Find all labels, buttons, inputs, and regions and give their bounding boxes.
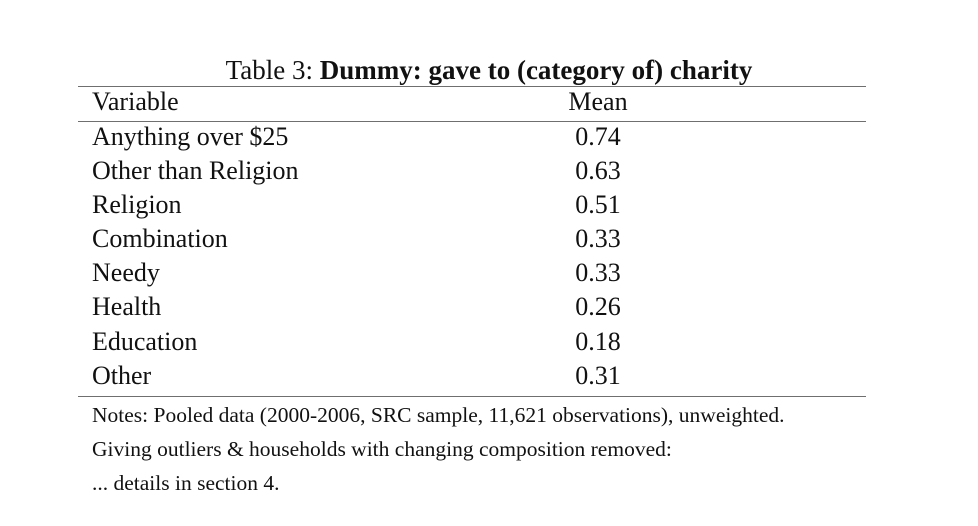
table-row: Other 0.31 — [78, 359, 866, 393]
table-row: Health 0.26 — [78, 290, 866, 324]
row-mean: 0.31 — [575, 361, 621, 390]
table-row: Anything over $25 0.74 — [78, 120, 866, 154]
notes-line: Notes: Pooled data (2000-2006, SRC sampl… — [92, 403, 785, 427]
row-mean: 0.74 — [575, 122, 621, 151]
table-header-row: Variable Mean — [78, 85, 866, 119]
top-rule — [78, 86, 866, 87]
row-mean: 0.33 — [575, 224, 621, 253]
notes-line: ... details in section 4. — [92, 471, 280, 495]
bottom-rule — [78, 396, 866, 397]
table-row: Needy 0.33 — [78, 256, 866, 290]
row-variable: Other than Religion — [92, 156, 299, 185]
row-variable: Religion — [92, 190, 182, 219]
row-mean: 0.26 — [575, 292, 621, 321]
table-row: Other than Religion 0.63 — [78, 154, 866, 188]
table-row: Religion 0.51 — [78, 188, 866, 222]
row-mean: 0.51 — [575, 190, 621, 219]
row-mean: 0.63 — [575, 156, 621, 185]
caption-title: Dummy: gave to (category of) charity — [319, 55, 753, 85]
header-variable: Variable — [92, 87, 179, 116]
row-variable: Education — [92, 327, 198, 356]
row-variable: Other — [92, 361, 152, 390]
table-notes: Notes: Pooled data (2000-2006, SRC sampl… — [92, 398, 872, 500]
table-row: Combination 0.33 — [78, 222, 866, 256]
row-variable: Needy — [92, 258, 160, 287]
table-caption: Table 3: Dummy: gave to (category of) ch… — [0, 54, 978, 86]
row-variable: Combination — [92, 224, 228, 253]
row-mean: 0.18 — [575, 327, 621, 356]
table-row: Education 0.18 — [78, 325, 866, 359]
notes-line: Giving outliers & households with changi… — [92, 437, 672, 461]
row-variable: Health — [92, 292, 162, 321]
header-rule — [78, 121, 866, 122]
header-mean: Mean — [568, 87, 628, 116]
caption-prefix: Table 3: — [225, 55, 313, 85]
row-mean: 0.33 — [575, 258, 621, 287]
row-variable: Anything over $25 — [92, 122, 289, 151]
